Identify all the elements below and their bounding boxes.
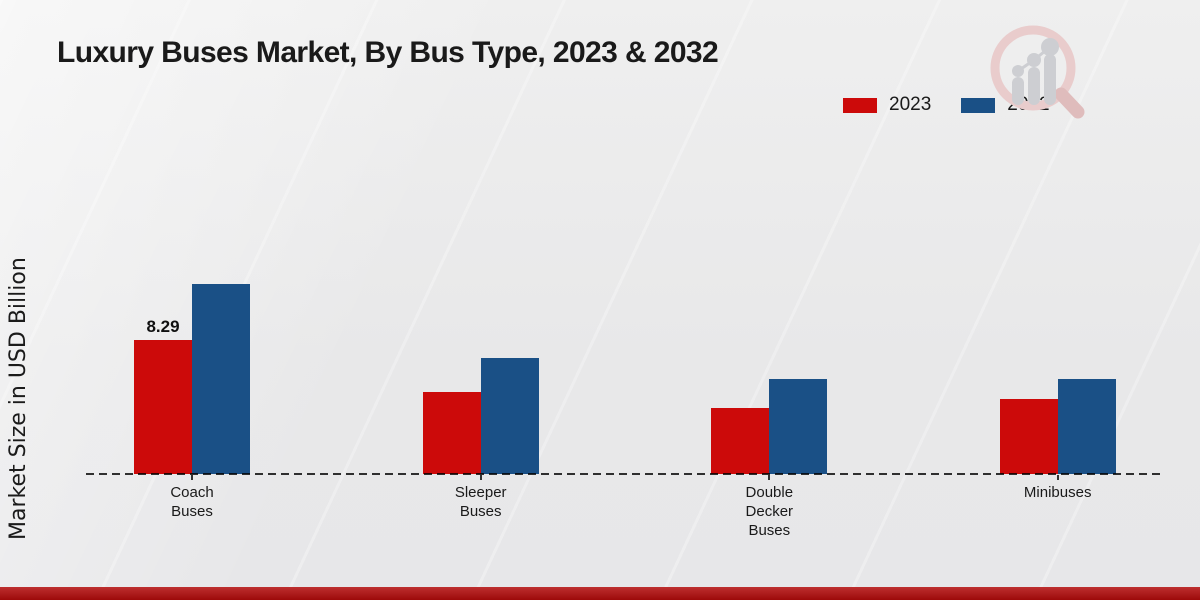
category-label: Minibuses — [1023, 484, 1092, 501]
category-label: Double Decker Buses — [745, 484, 794, 539]
magnifier-growth-chart-logo-icon — [990, 25, 1085, 119]
axis-tick — [191, 475, 193, 480]
footer-accent-bar — [0, 587, 1200, 600]
category-label: Coach Buses — [170, 484, 214, 520]
category-label: Sleeper Buses — [454, 484, 507, 520]
data-label: 8.29 — [146, 317, 180, 337]
bar-2032-sleeper-buses — [480, 358, 539, 474]
bar-2032-double-decker-buses — [769, 379, 828, 474]
legend-item-2023: 2023 — [843, 94, 931, 116]
bar-2032-minibuses — [1057, 379, 1116, 474]
axis-tick — [479, 475, 482, 480]
bar-2023-double-decker-buses — [711, 408, 770, 474]
axis-tick — [768, 475, 771, 480]
axis-tick — [1056, 475, 1059, 480]
legend-label: 2023 — [889, 94, 932, 115]
x-axis-dashed-line — [86, 473, 1164, 475]
chart-title: Luxury Buses Market, By Bus Type, 2023 &… — [57, 36, 719, 69]
bar-2023-minibuses — [999, 399, 1058, 474]
bar-2023-coach-buses — [134, 340, 192, 474]
bar-2032-coach-buses — [192, 284, 250, 474]
legend-swatch-2023 — [843, 97, 877, 113]
bar-2023-sleeper-buses — [422, 392, 481, 474]
legend-swatch-2032 — [961, 97, 996, 113]
